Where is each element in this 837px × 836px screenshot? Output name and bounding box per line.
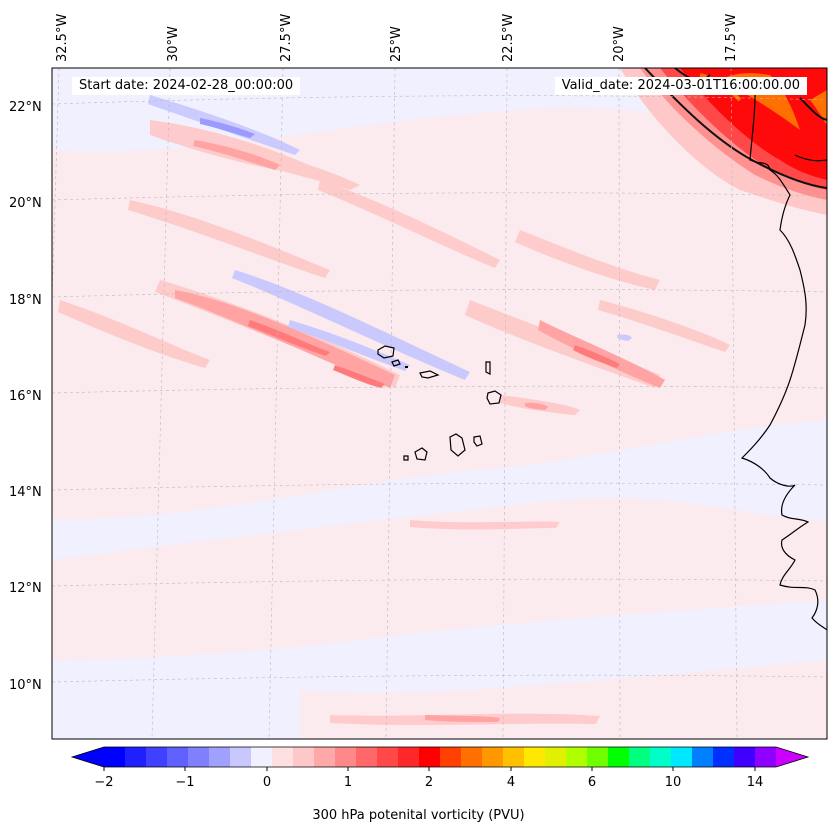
colorbar-tick-label: 1 — [344, 775, 352, 790]
colorbar-segment — [734, 747, 756, 767]
colorbar-segment — [377, 747, 399, 767]
colorbar-extend-low — [72, 747, 104, 767]
colorbar-segment — [104, 747, 126, 767]
lat-label: 20°N — [9, 196, 42, 211]
colorbar-segment — [230, 747, 252, 767]
cape-verde-islands — [377, 345, 502, 461]
lon-label: 32.5°W — [55, 14, 70, 62]
gridlines — [52, 68, 827, 739]
lat-label: 16°N — [9, 389, 42, 404]
start-date-label: Start date: 2024-02-28_00:00:00 — [72, 77, 301, 95]
colorbar-segment — [482, 747, 504, 767]
lat-label: 22°N — [9, 100, 42, 115]
colorbar-segment — [566, 747, 588, 767]
colorbar-segment — [461, 747, 483, 767]
lon-label: 22.5°W — [501, 14, 516, 62]
colorbar-segment — [587, 747, 609, 767]
lat-label: 10°N — [9, 678, 42, 693]
colorbar-segment — [293, 747, 315, 767]
lat-label: 14°N — [9, 485, 42, 500]
coastline — [740, 79, 827, 631]
colorbar-segment — [398, 747, 420, 767]
colorbar-segment — [671, 747, 693, 767]
colorbar-segment — [272, 747, 294, 767]
lon-label: 20°W — [612, 26, 627, 62]
colorbar-tick-label: 6 — [588, 775, 596, 790]
colorbar-title: 300 hPa potenital vorticity (PVU) — [312, 808, 525, 823]
colorbar-tick-label: 2 — [425, 775, 433, 790]
colorbar-segment — [125, 747, 147, 767]
lon-label: 27.5°W — [279, 14, 294, 62]
map-frame — [51, 67, 828, 740]
colorbar-tick-label: 14 — [747, 775, 764, 790]
colorbar-segment — [335, 747, 357, 767]
colorbar-segment — [545, 747, 567, 767]
colorbar-extend-high — [776, 747, 808, 767]
colorbar-segment — [188, 747, 210, 767]
colorbar-segment — [608, 747, 630, 767]
pv-contour-layer — [52, 68, 827, 739]
colorbar-tick-label: 10 — [665, 775, 682, 790]
lat-label: 12°N — [9, 581, 42, 596]
colorbar-segment — [650, 747, 672, 767]
colorbar-segment — [314, 747, 336, 767]
colorbar-segment — [251, 747, 273, 767]
colorbar: −2 −1 0 1 2 4 6 10 14 — [70, 746, 810, 790]
colorbar-tick-label: 4 — [507, 775, 515, 790]
colorbar-segment — [440, 747, 462, 767]
colorbar-segment — [524, 747, 546, 767]
valid-date-label: Valid_date: 2024-03-01T16:00:00.00 — [554, 77, 807, 95]
latitude-labels: 22°N 20°N 18°N 16°N 14°N 12°N 10°N — [9, 100, 42, 693]
colorbar-segment — [209, 747, 231, 767]
colorbar-segment — [503, 747, 525, 767]
longitude-labels: 32.5°W 30°W 27.5°W 25°W 22.5°W 20°W 17.5… — [55, 14, 739, 62]
lat-label: 18°N — [9, 293, 42, 308]
colorbar-tick-label: −1 — [175, 775, 194, 790]
lon-label: 17.5°W — [724, 14, 739, 62]
colorbar-segment — [692, 747, 714, 767]
lon-label: 25°W — [389, 26, 404, 62]
colorbar-segment — [755, 747, 777, 767]
colorbar-segment — [167, 747, 189, 767]
colorbar-segment — [146, 747, 168, 767]
colorbar-segment — [629, 747, 651, 767]
lon-label: 30°W — [166, 26, 181, 62]
colorbar-tick-label: −2 — [94, 775, 113, 790]
colorbar-segment — [713, 747, 735, 767]
colorbar-tick-label: 0 — [263, 775, 271, 790]
colorbar-segment — [419, 747, 441, 767]
colorbar-segment — [356, 747, 378, 767]
